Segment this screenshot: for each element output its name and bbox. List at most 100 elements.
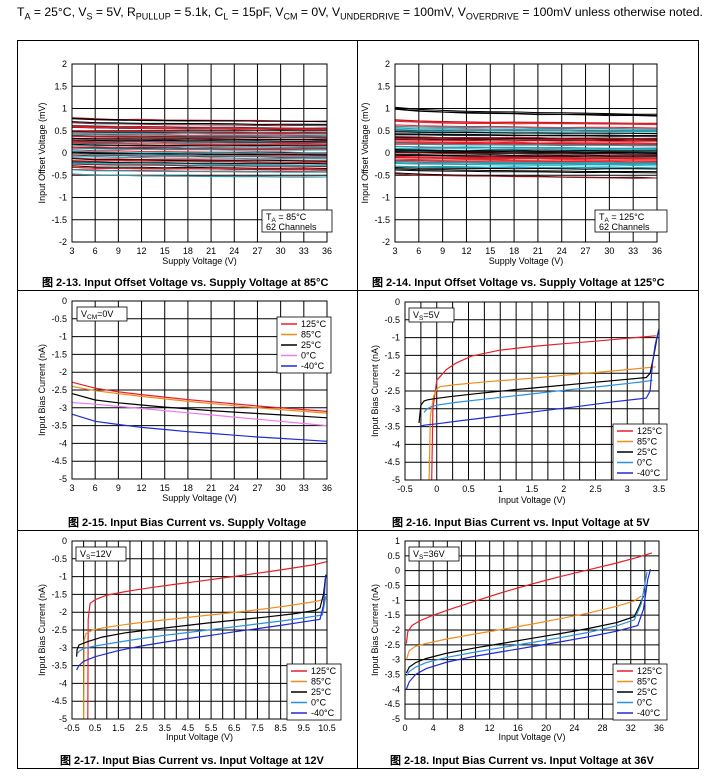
fig215-xtick-label-3: 12 xyxy=(137,483,147,493)
fig217-yaxis-label: Input Bias Current (nA) xyxy=(37,584,47,676)
fig214-channel-line-48 xyxy=(394,131,658,134)
fig216-legend-label-0: 125°C xyxy=(637,426,663,436)
fig215-series-3 xyxy=(71,401,328,427)
fig217-xtick-label-11: 10.5 xyxy=(318,723,336,733)
fig213-ytick-label-2: -1 xyxy=(59,193,67,203)
fig215-annotation-text: VCM=0V xyxy=(81,309,113,321)
fig215-ytick-label-0: -5 xyxy=(59,474,67,484)
fig214-channel-line-46 xyxy=(394,125,658,130)
fig214-xtick-label-8: 27 xyxy=(581,246,591,256)
fig216-xtick-label-6: 2.5 xyxy=(589,484,602,494)
fig213-channel-line-34 xyxy=(71,143,327,147)
fig218-ytick-label-9: -0.5 xyxy=(384,581,400,591)
fig213-channel-line-37 xyxy=(71,149,328,154)
fig213-channel-line-52 xyxy=(71,130,328,134)
fig218-xtick-label-1: 4 xyxy=(431,723,436,733)
fig213-channel-line-14 xyxy=(71,152,328,156)
fig214-channel-line-51 xyxy=(394,139,658,142)
fig217-annotation-box xyxy=(75,546,127,562)
fig217-xtick-label-9: 8.5 xyxy=(274,723,287,733)
fig215-xtick-label-9: 30 xyxy=(276,483,286,493)
fig217-xtick-label-5: 4.5 xyxy=(182,723,195,733)
fig215-yaxis-label: Input Bias Current (nA) xyxy=(37,344,47,436)
fig217-xtick-label-8: 7.5 xyxy=(251,723,264,733)
fig214-annotation-sub: A xyxy=(605,217,610,224)
fig213-channel-line-20 xyxy=(71,165,328,169)
chart-fig-2-18: 0 4 8 12 16 20 24 28 32 36 -5 -4.5 -4 -3.5 -3 -2.5 -2 -1.… xyxy=(357,530,697,768)
fig213-xtick-label-8: 27 xyxy=(252,246,262,256)
fig215-xtick-label-4: 15 xyxy=(160,483,170,493)
fig215-legend-label-3: 0°C xyxy=(301,351,317,361)
fig215-xtick-label-2: 9 xyxy=(116,483,121,493)
fig214-channel-line-20 xyxy=(394,169,658,174)
fig214-annotation-text: TA = 125°C xyxy=(599,212,645,224)
figure-grid-divider xyxy=(357,40,358,769)
fig213-channel-line-56 xyxy=(71,139,328,142)
fig213-annotation-text: TA = 85°C xyxy=(266,212,307,224)
fig214-channel-line-29 xyxy=(394,137,658,141)
fig215-xtick-label-11: 36 xyxy=(322,483,332,493)
fig216-series-3 xyxy=(423,379,653,413)
fig213-channel-line-49 xyxy=(71,121,328,126)
fig214-xtick-label-5: 18 xyxy=(509,246,519,256)
fig216-ytick-label-7: -1.5 xyxy=(384,350,400,360)
fig214-xtick-label-10: 33 xyxy=(628,246,638,256)
fig213-channel-line-55 xyxy=(71,137,328,141)
fig216-legend-label-2: 25°C xyxy=(637,447,658,457)
fig214-channel-line-56 xyxy=(394,150,658,153)
fig213-annotation-sub: A xyxy=(272,217,277,224)
fig213-channel-line-54 xyxy=(71,134,327,138)
figure-grid-row-divider-1 xyxy=(17,290,698,291)
fig213-channel-line-33 xyxy=(71,142,328,145)
fig217-legend-label-2: 25°C xyxy=(311,687,332,697)
fig218-ytick-label-1: -4.5 xyxy=(384,699,400,709)
fig213-channel-line-50 xyxy=(71,125,328,129)
fig217-ytick-label-5: -2.5 xyxy=(51,625,67,635)
fig214-xtick-label-1: 6 xyxy=(416,246,421,256)
chart-fig-2-13: 3 6 9 12 15 18 21 24 27 30 33 36 -2 -1.5 -1 -0.5 0 0.5 1 1.… xyxy=(17,40,357,290)
fig217-ytick-label-6: -2 xyxy=(59,607,67,617)
fig218-xtick-label-5: 20 xyxy=(541,723,551,733)
fig218-ytick-label-5: -2.5 xyxy=(384,640,400,650)
figure-grid-frame xyxy=(17,40,699,769)
fig214-channel-line-16 xyxy=(394,159,658,163)
fig216-series-4 xyxy=(418,328,660,428)
fig213-ytick-label-0: -2 xyxy=(59,237,67,247)
fig216-ytick-label-2: -4 xyxy=(392,439,400,449)
fig214-channel-line-60 xyxy=(394,161,657,164)
caption-fig-2-17: 图 2-17. Input Bias Current vs. Input Vol… xyxy=(60,755,324,767)
fig217-xtick-label-1: 0.5 xyxy=(89,723,102,733)
fig216-annotation-sub: S xyxy=(419,315,424,322)
fig214-channel-line-23 xyxy=(394,119,658,125)
fig213-ytick-label-3: -0.5 xyxy=(51,170,67,180)
fig216-ytick-label-10: 0 xyxy=(395,297,400,307)
fig215-ytick-label-6: -2 xyxy=(59,367,67,377)
fig215-series-1 xyxy=(71,385,328,414)
fig215-ytick-label-9: -0.5 xyxy=(51,314,67,324)
fig218-xtick-label-2: 8 xyxy=(459,723,464,733)
fig216-ytick-label-1: -4.5 xyxy=(384,457,400,467)
fig217-series-3 xyxy=(77,596,327,654)
chart-fig-2-17: -0.5 0.5 1.5 2.5 3.5 4.5 5.5 6.5 7.5 8.5 9.5 10.5 -5… xyxy=(17,530,357,768)
fig216-xaxis-label: Input Voltage (V) xyxy=(498,495,565,505)
fig216-ytick-label-0: -5 xyxy=(392,475,400,485)
fig217-ytick-label-4: -3 xyxy=(59,643,67,653)
fig213-xtick-label-10: 33 xyxy=(299,246,309,256)
fig213-channel-line-51 xyxy=(71,126,328,130)
fig215-series-0 xyxy=(71,381,328,412)
fig214-channel-line-53 xyxy=(394,142,658,146)
fig213-xtick-label-9: 30 xyxy=(276,246,286,256)
fig214-channel-line-54 xyxy=(394,145,658,149)
fig213-channel-line-60 xyxy=(71,147,328,151)
fig214-ytick-label-3: -0.5 xyxy=(374,170,390,180)
fig213-channel-line-58 xyxy=(71,142,328,146)
fig218-annotation-box xyxy=(408,546,460,562)
fig215-legend-label-1: 85°C xyxy=(301,330,322,340)
fig214-ytick-label-7: 1.5 xyxy=(377,81,390,91)
figure-grid-row-divider-2 xyxy=(17,530,698,531)
fig217-series-4 xyxy=(76,574,327,671)
fig217-xaxis-label: Input Voltage (V) xyxy=(166,732,233,742)
fig214-channel-line-44 xyxy=(394,106,658,115)
fig213-yaxis-label: Input Offset Voltage (mV) xyxy=(37,103,47,204)
fig213-ytick-label-8: 2 xyxy=(62,59,67,69)
